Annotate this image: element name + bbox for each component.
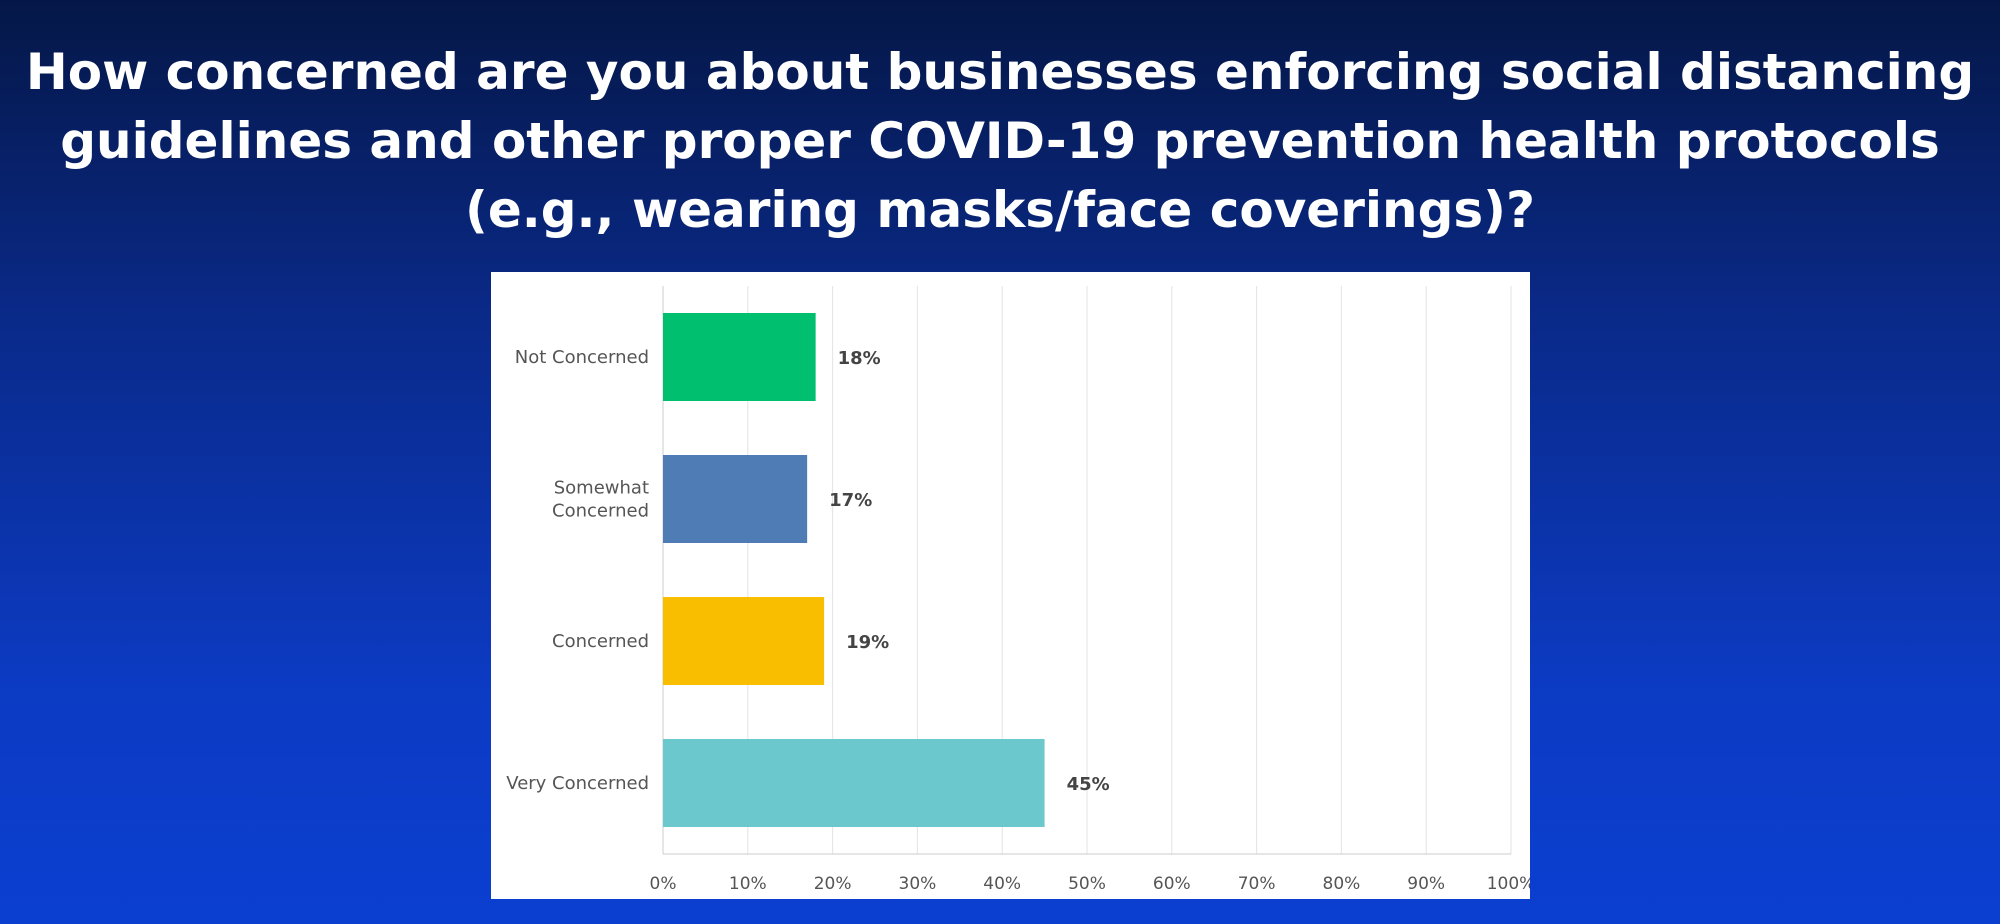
category-label: Concerned (552, 501, 649, 522)
x-tick-label: 50% (1068, 874, 1106, 894)
value-label: 18% (838, 348, 881, 369)
x-tick-label: 70% (1238, 874, 1276, 894)
category-label: Not Concerned (515, 347, 649, 368)
x-tick-label: 10% (729, 874, 767, 894)
bar (663, 313, 816, 401)
slide-title: How concerned are you about businesses e… (0, 38, 2000, 245)
bar-chart: 0% 10% 20% 30% 40% 50% 60% 70% 80% 90% 100% Not Con… (506, 286, 1530, 894)
category-label: Very Concerned (506, 773, 649, 794)
x-tick-label: 60% (1153, 874, 1191, 894)
x-tick-label: 30% (899, 874, 937, 894)
bar (663, 597, 825, 685)
value-label: 19% (846, 632, 889, 653)
bar (663, 455, 808, 543)
x-tick-label: 20% (814, 874, 852, 894)
slide-title-line-3: (e.g., wearing masks/face coverings)? (465, 181, 1535, 239)
bar (663, 739, 1045, 827)
slide-title-line-2: guidelines and other proper COVID-19 pre… (60, 112, 1940, 170)
value-label: 17% (829, 490, 872, 511)
x-tick-label: 40% (983, 874, 1021, 894)
slide-title-line-1: How concerned are you about businesses e… (25, 43, 1975, 101)
value-label: 45% (1067, 774, 1110, 795)
x-tick-label: 80% (1323, 874, 1361, 894)
category-label: Somewhat (554, 478, 649, 499)
x-tick-label: 100% (1487, 874, 1530, 894)
category-label: Concerned (552, 631, 649, 652)
x-tick-label: 90% (1407, 874, 1445, 894)
x-tick-label: 0% (650, 874, 677, 894)
chart-panel: 0% 10% 20% 30% 40% 50% 60% 70% 80% 90% 100% Not Con… (491, 272, 1530, 899)
